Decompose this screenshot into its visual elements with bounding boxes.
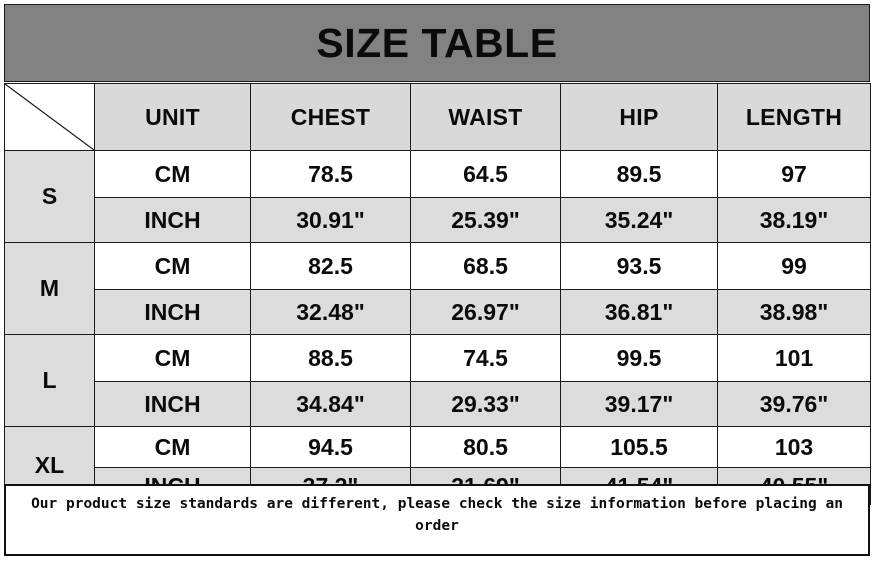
page-title: SIZE TABLE <box>316 19 558 66</box>
table-row: M CM 82.5 68.5 93.5 99 <box>4 242 871 335</box>
size-label-s: S <box>4 150 95 243</box>
cell-chest-m-cm: 82.5 <box>250 242 411 290</box>
cell-waist-s-inch: 25.39" <box>410 197 561 243</box>
cell-length-xl-cm: 103 <box>717 426 871 468</box>
cell-length-s-inch: 38.19" <box>717 197 871 243</box>
table-row: S CM 78.5 64.5 89.5 97 <box>4 150 871 243</box>
cell-hip-s-inch: 35.24" <box>560 197 718 243</box>
cell-chest-l-inch: 34.84" <box>250 381 411 427</box>
unit-label-cm: CM <box>94 242 251 290</box>
corner-cell-diagonal <box>4 83 95 151</box>
cell-hip-l-inch: 39.17" <box>560 381 718 427</box>
column-header-hip: HIP <box>560 83 718 151</box>
table-row: INCH 34.84" 29.33" 39.17" 39.76" <box>5 381 871 427</box>
unit-label-cm: CM <box>94 150 251 198</box>
cell-chest-s-cm: 78.5 <box>250 150 411 198</box>
unit-label-cm: CM <box>94 426 251 468</box>
cell-chest-l-cm: 88.5 <box>250 334 411 382</box>
cell-hip-m-inch: 36.81" <box>560 289 718 335</box>
column-header-chest: CHEST <box>250 83 411 151</box>
table-row: L CM 88.5 74.5 99.5 101 <box>4 334 871 427</box>
unit-label-cm: CM <box>94 334 251 382</box>
size-label-l: L <box>4 334 95 427</box>
column-header-waist: WAIST <box>410 83 561 151</box>
unit-label-inch: INCH <box>94 381 251 427</box>
cell-chest-xl-cm: 94.5 <box>250 426 411 468</box>
diagonal-divider-icon <box>5 84 94 150</box>
footer-note: Our product size standards are different… <box>4 484 870 556</box>
unit-label-inch: INCH <box>94 197 251 243</box>
cell-length-l-cm: 101 <box>717 334 871 382</box>
unit-label-inch: INCH <box>94 289 251 335</box>
cell-chest-s-inch: 30.91" <box>250 197 411 243</box>
cell-hip-l-cm: 99.5 <box>560 334 718 382</box>
size-label-m: M <box>4 242 95 335</box>
table-row: INCH 30.91" 25.39" 35.24" 38.19" <box>5 197 871 243</box>
size-chart-table: UNIT CHEST WAIST HIP LENGTH S CM 78.5 64… <box>4 83 871 505</box>
cell-waist-s-cm: 64.5 <box>410 150 561 198</box>
cell-chest-m-inch: 32.48" <box>250 289 411 335</box>
cell-length-l-inch: 39.76" <box>717 381 871 427</box>
table-row: XL CM 94.5 80.5 105.5 103 <box>4 426 871 505</box>
cell-waist-l-cm: 74.5 <box>410 334 561 382</box>
cell-hip-xl-cm: 105.5 <box>560 426 718 468</box>
table-row: INCH 32.48" 26.97" 36.81" 38.98" <box>5 289 871 335</box>
cell-waist-m-cm: 68.5 <box>410 242 561 290</box>
cell-hip-s-cm: 89.5 <box>560 150 718 198</box>
column-header-unit: UNIT <box>94 83 251 151</box>
cell-hip-m-cm: 93.5 <box>560 242 718 290</box>
cell-waist-m-inch: 26.97" <box>410 289 561 335</box>
cell-length-m-cm: 99 <box>717 242 871 290</box>
cell-waist-l-inch: 29.33" <box>410 381 561 427</box>
column-header-length: LENGTH <box>717 83 871 151</box>
cell-length-m-inch: 38.98" <box>717 289 871 335</box>
table-header-row: UNIT CHEST WAIST HIP LENGTH <box>4 83 871 151</box>
title-bar: SIZE TABLE <box>4 4 870 82</box>
cell-waist-xl-cm: 80.5 <box>410 426 561 468</box>
cell-length-s-cm: 97 <box>717 150 871 198</box>
